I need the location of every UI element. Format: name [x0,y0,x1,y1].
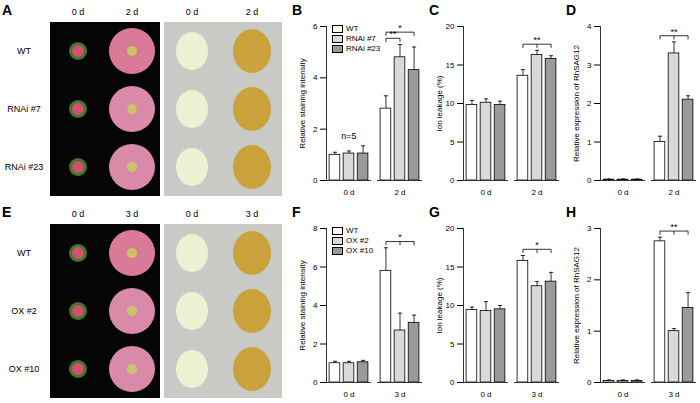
svg-text:0: 0 [313,378,318,387]
svg-text:2 d: 2 d [668,188,679,197]
svg-text:0 d: 0 d [617,390,628,399]
html-text:RNAi #7: RNAi #7 [346,34,376,43]
svg-text:4: 4 [587,22,592,31]
svg-text:**: ** [533,35,541,45]
html-text:A: A [2,2,13,18]
svg-text:0 d: 0 d [72,209,85,219]
svg-text:0 d: 0 d [186,209,199,219]
svg-text:4: 4 [313,73,318,82]
svg-text:OX #10: OX #10 [9,364,40,374]
svg-text:0 d: 0 d [617,188,628,197]
svg-text:3 d: 3 d [394,390,405,399]
svg-text:2 d: 2 d [394,188,405,197]
svg-text:RNAi #23: RNAi #23 [5,162,44,172]
svg-text:2 d: 2 d [246,7,259,17]
svg-text:n=5: n=5 [341,131,356,141]
svg-text:6: 6 [313,22,318,31]
svg-text:WT: WT [17,248,31,258]
html-text:WT: WT [346,24,359,33]
svg-text:3 d: 3 d [668,390,679,399]
html-text:D: D [566,2,577,18]
svg-text:*: * [398,23,402,33]
svg-text:10: 10 [446,301,455,310]
svg-text:6: 6 [313,263,318,272]
svg-text:*: * [535,240,539,250]
html-text:B: B [292,2,303,18]
svg-text:1: 1 [587,138,592,147]
svg-text:OX #2: OX #2 [11,306,37,316]
html-text:WT: WT [346,226,359,235]
svg-text:4: 4 [313,301,318,310]
svg-text:0 d: 0 d [343,188,354,197]
svg-text:0 d: 0 d [343,390,354,399]
html-text:C: C [429,2,440,18]
svg-text:15: 15 [446,61,455,70]
svg-text:20: 20 [446,224,455,233]
svg-text:2 d: 2 d [126,7,139,17]
html-text:F: F [292,204,301,220]
svg-text:1: 1 [587,327,592,336]
svg-text:3: 3 [587,61,592,70]
svg-text:0: 0 [587,378,592,387]
svg-text:2: 2 [313,340,318,349]
svg-text:0 d: 0 d [480,188,491,197]
svg-text:8: 8 [313,224,318,233]
svg-text:*: * [398,232,402,242]
svg-text:0 d: 0 d [480,390,491,399]
svg-text:**: ** [670,222,678,232]
svg-text:Ion leakage (%): Ion leakage (%) [435,75,444,131]
svg-text:3 d: 3 d [246,209,259,219]
svg-text:Relative expression of RhSAG12: Relative expression of RhSAG12 [572,246,581,364]
html-text:OX #2: OX #2 [346,236,369,245]
svg-text:5: 5 [450,138,455,147]
svg-text:0: 0 [450,378,455,387]
svg-text:15: 15 [446,263,455,272]
svg-text:3: 3 [587,224,592,233]
svg-text:0 d: 0 d [72,7,85,17]
svg-text:WT: WT [17,46,31,56]
svg-text:Relative staining intensity: Relative staining intensity [298,58,307,148]
html-text:OX #10: OX #10 [346,246,374,255]
svg-text:2: 2 [587,99,592,108]
svg-text:3 d: 3 d [531,390,542,399]
svg-text:5: 5 [450,340,455,349]
svg-text:**: ** [670,27,678,37]
svg-text:20: 20 [446,22,455,31]
html-text:H: H [566,204,577,220]
svg-text:0 d: 0 d [186,7,199,17]
svg-text:2: 2 [587,275,592,284]
svg-text:Relative staining intensity: Relative staining intensity [298,260,307,350]
svg-text:0: 0 [587,176,592,185]
svg-text:Ion leakage (%): Ion leakage (%) [435,277,444,333]
svg-text:0: 0 [450,176,455,185]
svg-text:0: 0 [313,176,318,185]
svg-text:**: ** [389,29,397,39]
svg-text:3 d: 3 d [126,209,139,219]
svg-text:2: 2 [313,125,318,134]
html-text:E: E [2,204,12,220]
svg-text:RNAi #7: RNAi #7 [7,104,41,114]
svg-text:10: 10 [446,99,455,108]
html-text:RNAi #23: RNAi #23 [346,44,381,53]
svg-text:2 d: 2 d [531,188,542,197]
html-text:G: G [429,204,440,220]
svg-text:Relative expression of RhSAG12: Relative expression of RhSAG12 [572,44,581,162]
